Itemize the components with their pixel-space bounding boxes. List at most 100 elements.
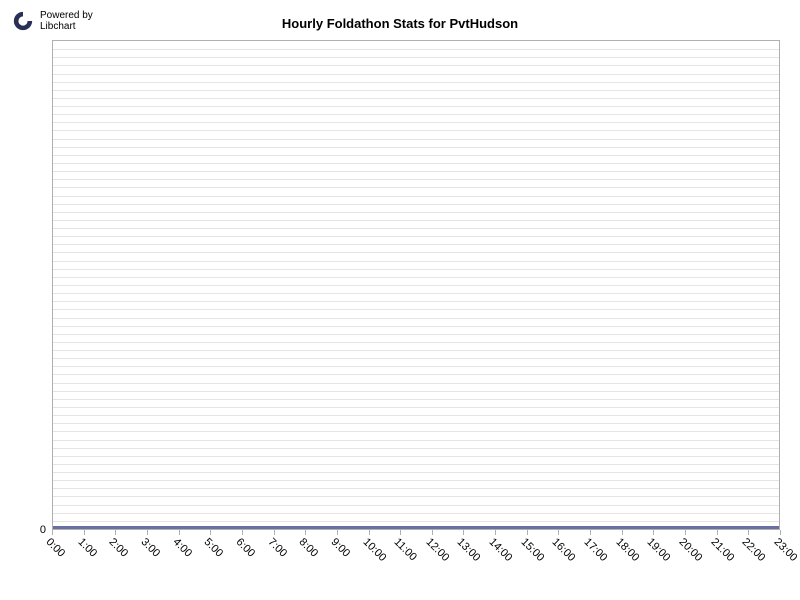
y-tick-0: 0	[40, 524, 46, 536]
x-tick-mark	[780, 530, 781, 535]
x-tick-label: 14:00	[487, 536, 515, 564]
x-tick-label: 10:00	[360, 536, 388, 564]
x-tick-label: 4:00	[170, 536, 194, 560]
x-tick-label: 22:00	[740, 536, 768, 564]
x-tick-label: 17:00	[582, 536, 610, 564]
x-tick-mark	[653, 530, 654, 535]
x-tick-label: 23:00	[772, 536, 800, 564]
x-tick-label: 13:00	[455, 536, 483, 564]
x-tick-mark	[495, 530, 496, 535]
x-tick-mark	[717, 530, 718, 535]
gridline	[53, 261, 779, 262]
gridline	[53, 106, 779, 107]
gridline	[53, 163, 779, 164]
gridline	[53, 423, 779, 424]
plot-area	[52, 40, 780, 530]
gridline	[53, 309, 779, 310]
gridline	[53, 139, 779, 140]
x-tick-label: 7:00	[265, 536, 289, 560]
x-tick-mark	[432, 530, 433, 535]
gridline	[53, 171, 779, 172]
gridline	[53, 90, 779, 91]
gridline	[53, 480, 779, 481]
gridline	[53, 407, 779, 408]
gridline	[53, 228, 779, 229]
x-tick-label: 0:00	[44, 536, 68, 560]
x-tick-mark	[527, 530, 528, 535]
x-tick-mark	[590, 530, 591, 535]
gridline	[53, 521, 779, 522]
gridline	[53, 431, 779, 432]
x-tick-mark	[558, 530, 559, 535]
x-tick-mark	[84, 530, 85, 535]
gridline	[53, 236, 779, 237]
gridline	[53, 448, 779, 449]
x-tick-label: 15:00	[518, 536, 546, 564]
gridline	[53, 212, 779, 213]
gridline	[53, 196, 779, 197]
gridline	[53, 65, 779, 66]
x-ticks: 0:001:002:003:004:005:006:007:008:009:00…	[52, 530, 780, 590]
gridline	[53, 220, 779, 221]
gridline	[53, 440, 779, 441]
x-tick-mark	[748, 530, 749, 535]
gridline	[53, 147, 779, 148]
gridline	[53, 179, 779, 180]
gridline	[53, 464, 779, 465]
x-tick-mark	[400, 530, 401, 535]
gridline	[53, 415, 779, 416]
gridline	[53, 122, 779, 123]
x-tick-mark	[305, 530, 306, 535]
gridline	[53, 74, 779, 75]
x-tick-label: 11:00	[392, 536, 419, 563]
gridline	[53, 130, 779, 131]
gridline	[53, 82, 779, 83]
x-tick-mark	[115, 530, 116, 535]
chart-title: Hourly Foldathon Stats for PvtHudson	[0, 16, 800, 31]
gridline	[53, 399, 779, 400]
gridline	[53, 366, 779, 367]
x-tick-label: 20:00	[677, 536, 705, 564]
gridline	[53, 505, 779, 506]
gridline	[53, 456, 779, 457]
x-tick-label: 2:00	[107, 536, 131, 560]
x-tick-mark	[52, 530, 53, 535]
series-line	[53, 526, 779, 529]
x-tick-mark	[179, 530, 180, 535]
gridline	[53, 277, 779, 278]
x-tick-label: 21:00	[708, 536, 736, 564]
x-tick-mark	[274, 530, 275, 535]
x-tick-label: 18:00	[613, 536, 641, 564]
x-tick-label: 9:00	[328, 536, 352, 560]
gridline	[53, 318, 779, 319]
gridline	[53, 496, 779, 497]
x-tick-mark	[463, 530, 464, 535]
x-tick-mark	[147, 530, 148, 535]
plot-wrapper: 0 0:001:002:003:004:005:006:007:008:009:…	[52, 40, 780, 530]
chart-container: Powered by Libchart Hourly Foldathon Sta…	[0, 0, 800, 600]
gridline	[53, 114, 779, 115]
gridline	[53, 374, 779, 375]
gridline	[53, 155, 779, 156]
x-tick-label: 3:00	[138, 536, 162, 560]
gridline	[53, 513, 779, 514]
gridline	[53, 342, 779, 343]
gridline	[53, 301, 779, 302]
gridline	[53, 488, 779, 489]
x-tick-mark	[622, 530, 623, 535]
x-tick-label: 5:00	[202, 536, 226, 560]
gridline	[53, 252, 779, 253]
x-tick-mark	[369, 530, 370, 535]
gridline	[53, 244, 779, 245]
gridline	[53, 98, 779, 99]
x-tick-mark	[210, 530, 211, 535]
gridline	[53, 285, 779, 286]
x-tick-label: 8:00	[297, 536, 321, 560]
x-tick-label: 16:00	[550, 536, 578, 564]
gridline	[53, 204, 779, 205]
gridline	[53, 350, 779, 351]
x-tick-mark	[242, 530, 243, 535]
gridline	[53, 334, 779, 335]
gridlines	[53, 41, 779, 529]
gridline	[53, 383, 779, 384]
